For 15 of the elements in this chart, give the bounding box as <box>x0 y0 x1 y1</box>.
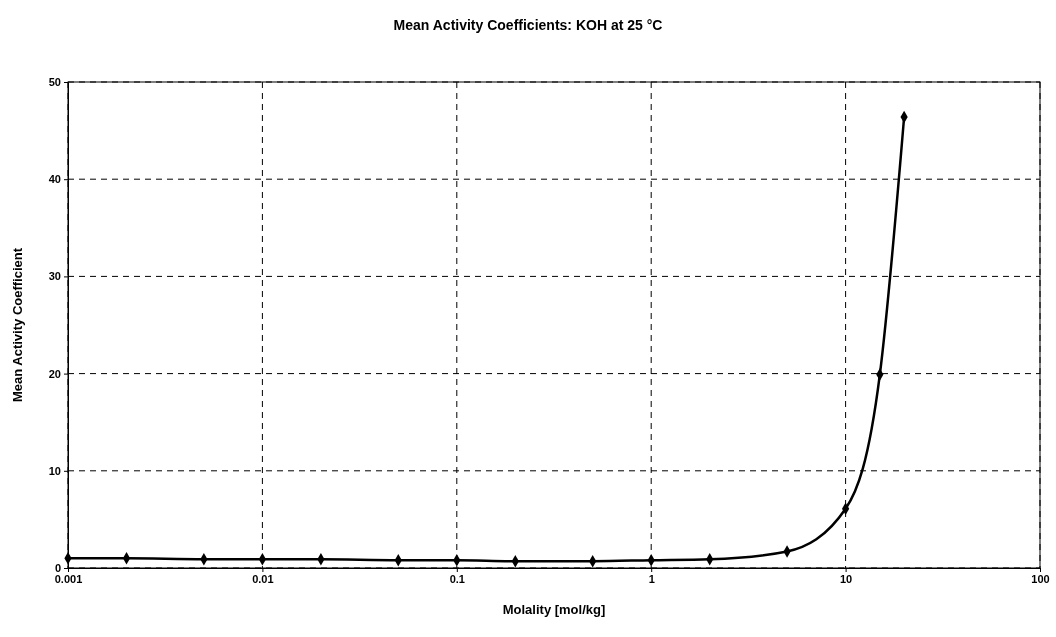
x-tick-label: 0.01 <box>252 572 274 585</box>
y-tick-label: 30 <box>48 270 61 283</box>
chart-title: Mean Activity Coefficients: KOH at 25 °C <box>393 17 663 33</box>
y-tick-label: 40 <box>48 173 61 186</box>
x-tick-label: 1 <box>648 572 655 585</box>
x-tick-label: 100 <box>1031 572 1050 585</box>
y-tick-label: 50 <box>48 76 61 89</box>
y-tick-label: 0 <box>54 562 61 575</box>
y-tick-label: 20 <box>48 367 61 380</box>
x-tick-label: 10 <box>839 572 853 585</box>
x-tick-label: 0.001 <box>54 572 83 585</box>
x-axis-title: Molality [mol/kg] <box>502 602 606 617</box>
x-tick-label: 0.1 <box>449 572 465 585</box>
y-tick-label: 10 <box>48 464 61 477</box>
y-axis-title: Mean Activity Coefficient <box>10 247 25 403</box>
